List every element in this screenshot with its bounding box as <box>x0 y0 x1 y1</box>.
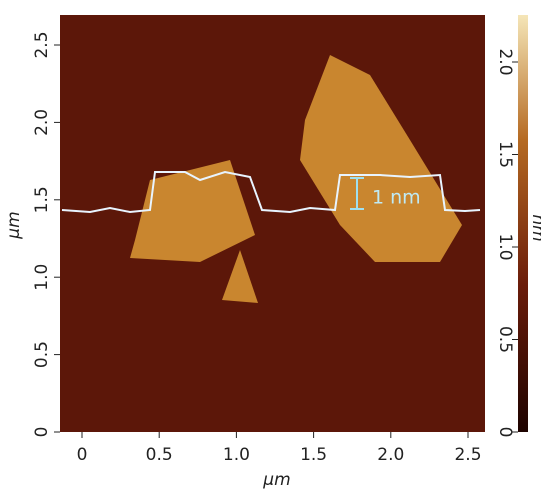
y-tick-label: 0.5 <box>32 341 52 368</box>
y-tick-label: 2.0 <box>32 109 52 136</box>
y-axis-label: μm <box>4 211 24 239</box>
annotation: 1 nm <box>372 187 421 209</box>
colorbar-tick-label: 1.5 <box>495 141 515 168</box>
x-tick-label: 1.5 <box>300 445 327 465</box>
flake <box>130 160 255 262</box>
colorbar-tick-label: 0.5 <box>495 326 515 353</box>
colorbar-tick-label: 0 <box>495 427 515 438</box>
x-tick-label: 2.0 <box>377 445 404 465</box>
height-profile <box>61 170 481 214</box>
y-tick-label: 1.0 <box>32 264 52 291</box>
flake <box>222 250 258 303</box>
y-tick-label: 0 <box>32 427 52 438</box>
y-tick-label: 1.5 <box>32 186 52 213</box>
x-axis-label: μm <box>262 470 290 489</box>
y-tick-label: 2.5 <box>32 31 52 58</box>
x-tick-label: 0 <box>77 445 88 465</box>
x-tick-label: 2.5 <box>454 445 481 465</box>
colorbar-tick-label: 1.0 <box>495 233 515 260</box>
colorbar-label: nm <box>528 214 541 241</box>
flake <box>300 55 462 262</box>
x-tick-label: 0.5 <box>146 445 173 465</box>
colorbar <box>518 15 528 432</box>
colorbar-tick-label: 2.0 <box>495 48 515 75</box>
x-tick-label: 1.0 <box>223 445 250 465</box>
